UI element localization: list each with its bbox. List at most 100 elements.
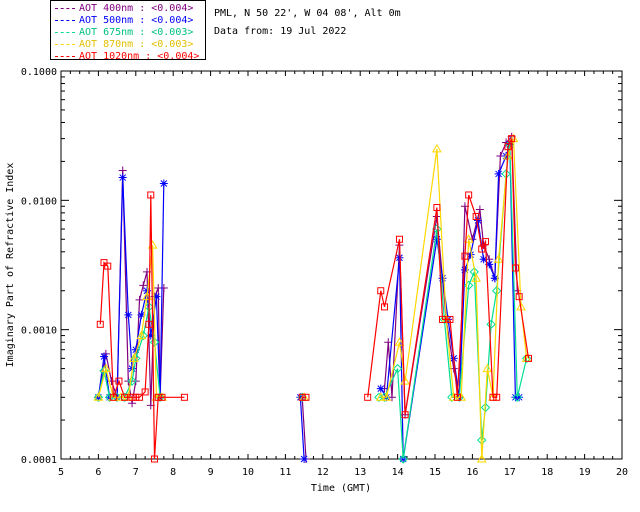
data-point: [471, 273, 482, 282]
data-point: [400, 376, 410, 385]
data-point: [401, 411, 409, 419]
y-axis-label: Imaginary Part of Refractive Index: [5, 163, 16, 368]
data-point: [300, 455, 309, 463]
data-point: [453, 393, 461, 401]
legend-swatch: [55, 31, 75, 33]
data-point: [486, 319, 496, 330]
data-point: [101, 363, 111, 373]
data-point: [152, 292, 161, 301]
x-tick-label: 18: [541, 467, 553, 478]
x-axis-label: Time (GMT): [311, 483, 371, 494]
data-point: [376, 384, 385, 393]
series-3: [93, 133, 532, 463]
data-point: [131, 353, 141, 364]
data-point: [109, 393, 117, 401]
data-point: [121, 393, 129, 401]
data-point: [129, 353, 139, 362]
legend-item-500nm: AOT 500nm : <0.004>: [55, 15, 193, 27]
y-tick-label: 0.1000: [21, 67, 57, 78]
data-point: [115, 392, 126, 401]
data-point: [375, 392, 386, 401]
data-point: [512, 392, 522, 402]
data-point: [100, 259, 108, 267]
data-point: [395, 235, 403, 243]
data-point: [398, 454, 408, 464]
x-tick-label: 8: [170, 467, 176, 478]
data-point: [485, 260, 494, 269]
data-point: [438, 274, 447, 283]
date-info: Data from: 19 Jul 2022: [214, 26, 347, 37]
data-point: [482, 363, 493, 373]
data-point: [118, 166, 127, 175]
data-point: [139, 281, 148, 290]
data-point: [158, 393, 166, 401]
data-point: [474, 216, 483, 225]
data-point: [392, 363, 403, 374]
x-tick-label: 20: [616, 467, 628, 478]
data-point: [377, 287, 385, 295]
data-point: [302, 393, 310, 401]
legend: AOT 400nm : <0.004> AOT 500nm : <0.004> …: [50, 0, 206, 62]
data-point: [489, 393, 497, 401]
data-point: [504, 143, 512, 151]
x-tick-label: 12: [317, 467, 329, 478]
data-point: [508, 135, 516, 143]
data-point: [180, 393, 188, 401]
data-point: [381, 303, 389, 311]
legend-label: AOT 500nm : <0.004>: [79, 15, 194, 26]
data-point: [432, 235, 441, 244]
data-point: [456, 392, 467, 401]
legend-item-870nm: AOT 870nm : <0.003>: [55, 39, 193, 51]
legend-label: AOT 675nm : <0.003>: [79, 27, 194, 38]
data-point: [136, 393, 144, 401]
site-info: PML, N 50 22', W 04 08', Alt 0m: [214, 8, 401, 19]
data-point: [432, 143, 442, 153]
x-tick-label: 13: [354, 467, 366, 478]
data-point: [472, 212, 480, 220]
data-point: [132, 393, 140, 401]
data-point: [104, 262, 112, 270]
legend-label: AOT 400nm : <0.004>: [79, 3, 194, 14]
series-line: [97, 144, 520, 460]
x-tick-label: 14: [392, 467, 404, 478]
data-point: [131, 345, 140, 354]
data-point: [433, 204, 441, 212]
data-point: [93, 392, 104, 401]
data-point: [93, 392, 104, 402]
legend-item-675nm: AOT 675nm : <0.003>: [55, 27, 193, 39]
data-point: [478, 245, 486, 253]
y-tick-label: 0.0001: [21, 455, 57, 466]
x-tick-label: 16: [466, 467, 478, 478]
x-tick-label: 15: [429, 467, 441, 478]
x-tick-label: 17: [504, 467, 516, 478]
x-tick-label: 10: [242, 467, 254, 478]
data-point: [146, 331, 155, 340]
legend-swatch: [55, 7, 75, 9]
data-point: [511, 264, 519, 272]
data-point: [394, 337, 405, 346]
data-point: [384, 338, 393, 347]
series-4: [96, 135, 532, 463]
data-point: [137, 310, 146, 319]
data-point: [159, 283, 168, 292]
data-point: [147, 191, 155, 199]
data-point: [466, 250, 475, 259]
data-point: [136, 330, 147, 340]
data-point: [159, 179, 168, 188]
data-point: [469, 267, 479, 277]
data-point: [494, 169, 503, 178]
data-point: [118, 173, 127, 182]
legend-label: AOT 870nm : <0.003>: [79, 39, 194, 50]
data-point: [96, 320, 104, 328]
data-point: [128, 393, 136, 401]
data-point: [135, 295, 144, 304]
data-point: [493, 393, 501, 401]
legend-swatch: [55, 43, 75, 45]
data-point: [479, 255, 488, 264]
data-point: [100, 352, 109, 361]
data-point: [381, 392, 392, 401]
data-point: [298, 393, 306, 401]
data-point: [115, 377, 123, 385]
plot-area: [60, 70, 623, 460]
